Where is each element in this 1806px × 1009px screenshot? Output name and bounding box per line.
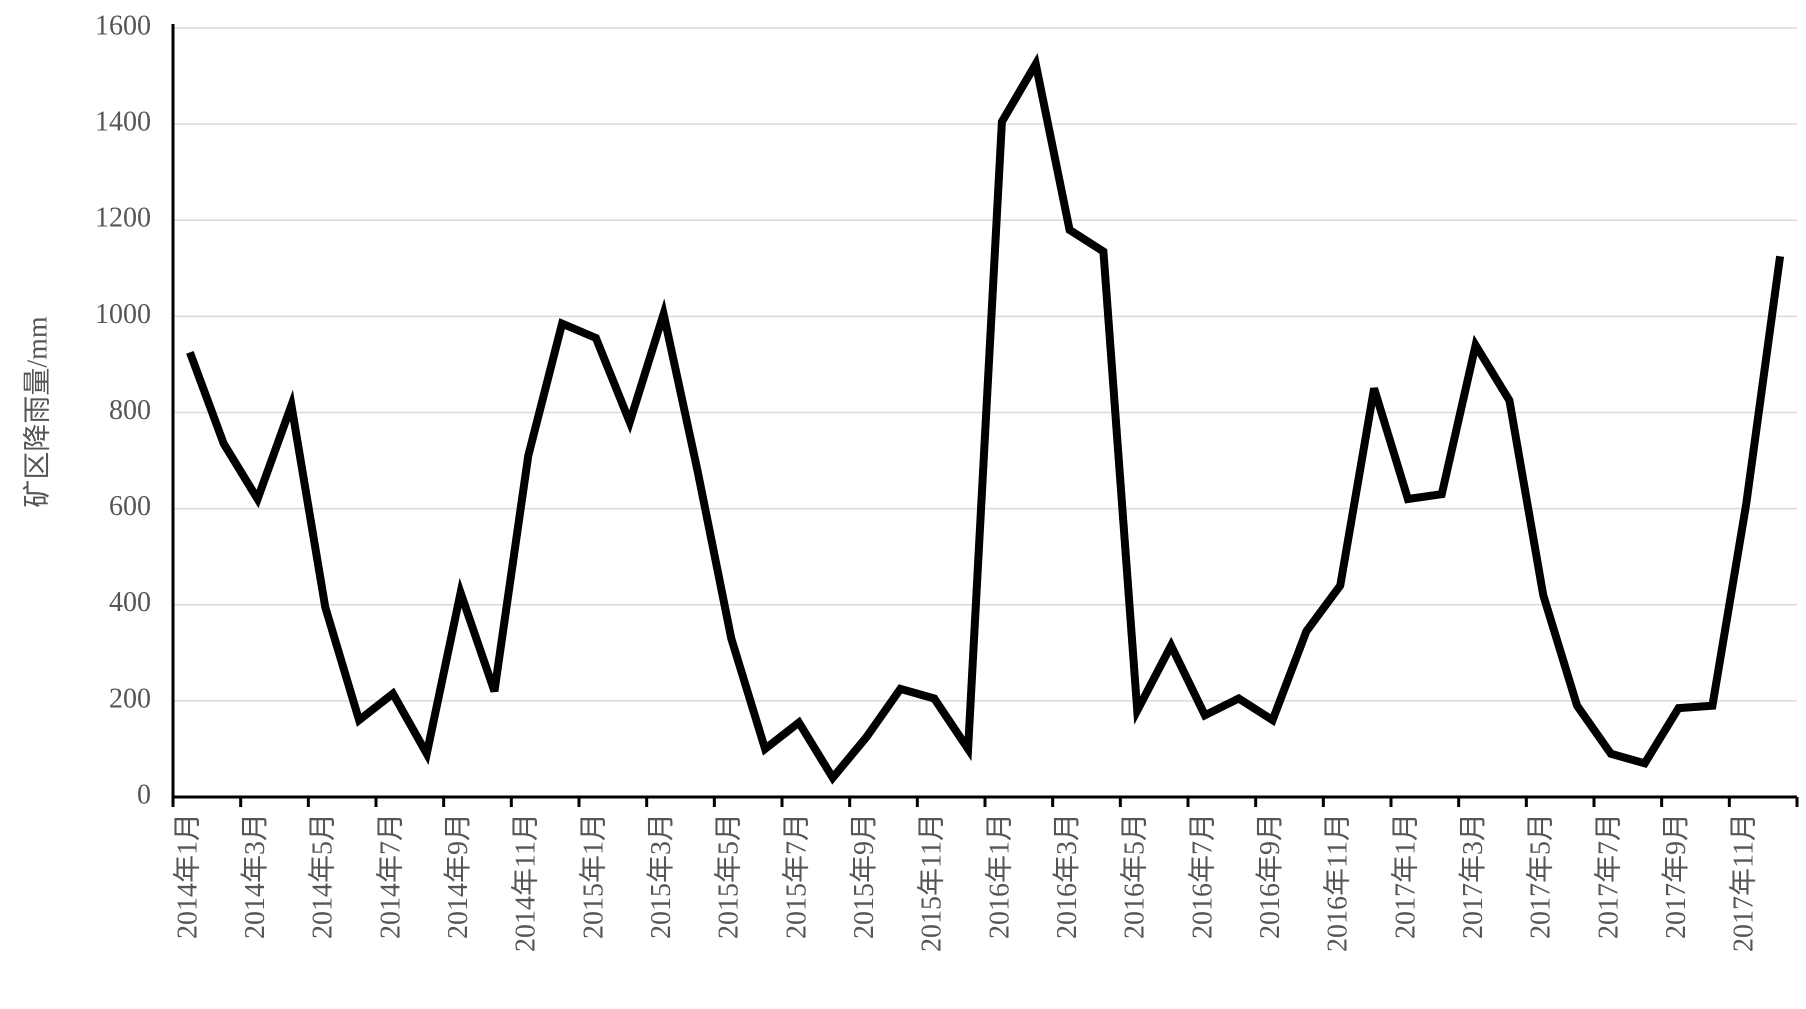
x-tick-label: 2015年11月 [916, 813, 948, 952]
y-tick-label: 1600 [95, 10, 151, 41]
x-tick-label: 2014年3月 [239, 813, 271, 939]
y-tick-label: 800 [109, 395, 151, 426]
x-tick-label: 2017年3月 [1457, 813, 1489, 939]
data-line [186, 53, 1785, 785]
x-tick-label: 2015年3月 [645, 813, 677, 939]
y-tick-label: 400 [109, 587, 151, 618]
x-tick-label: 2017年1月 [1389, 813, 1421, 939]
x-tick-label: 2014年1月 [171, 813, 203, 939]
x-tick-label: 2016年3月 [1051, 813, 1083, 939]
x-tick-label: 2015年5月 [713, 813, 745, 939]
x-tick-label: 2014年5月 [307, 813, 339, 939]
y-tick-label: 0 [137, 779, 151, 810]
x-tick-label: 2016年5月 [1119, 813, 1151, 939]
x-tick-label: 2016年11月 [1322, 813, 1354, 952]
x-tick-label: 2017年7月 [1592, 813, 1624, 939]
y-tick-label: 600 [109, 491, 151, 522]
x-tick-label: 2014年11月 [510, 813, 542, 952]
x-tick-label: 2015年9月 [848, 813, 880, 939]
x-tick-label: 2015年1月 [577, 813, 609, 939]
x-tick-label: 2016年1月 [983, 813, 1015, 939]
x-tick-label: 2016年9月 [1254, 813, 1286, 939]
x-tick-label: 2014年7月 [374, 813, 406, 939]
y-tick-label: 200 [109, 683, 151, 714]
x-tick-label: 2014年9月 [442, 813, 474, 939]
y-axis-label: 矿区降雨量/mm [21, 316, 53, 508]
x-tick-label: 2017年9月 [1660, 813, 1692, 939]
x-tick-label: 2015年7月 [780, 813, 812, 939]
y-tick-label: 1400 [95, 107, 151, 138]
x-tick-label: 2017年5月 [1525, 813, 1557, 939]
x-tick-label: 2017年11月 [1728, 813, 1760, 952]
y-tick-label: 1000 [95, 299, 151, 330]
y-tick-label: 1200 [95, 203, 151, 234]
x-tick-label: 2016年7月 [1186, 813, 1218, 939]
